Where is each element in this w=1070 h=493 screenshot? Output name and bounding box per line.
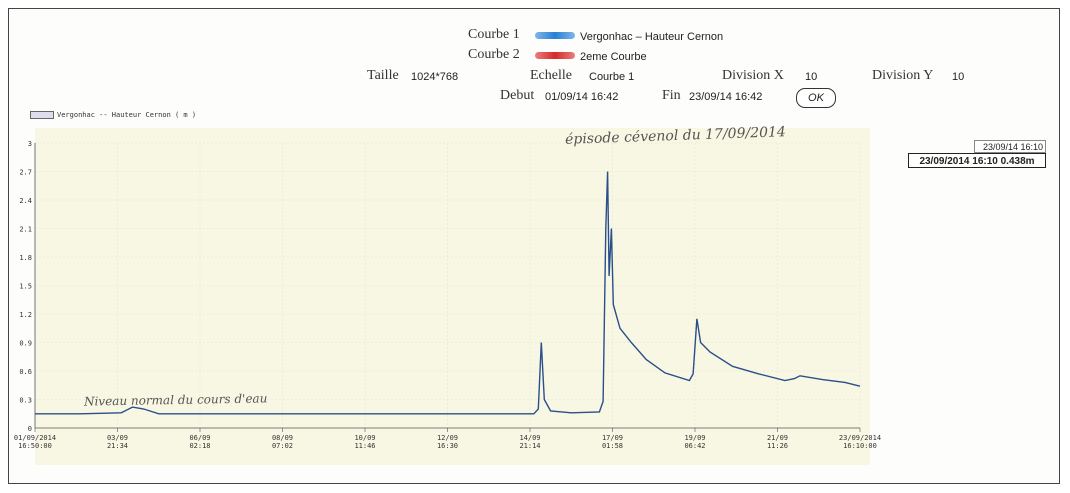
y-tick-label: 2.7 [19, 169, 32, 177]
x-tick-label: 06:42 [684, 442, 705, 450]
y-tick-label: 2.4 [19, 197, 32, 205]
y-tick-label: 3 [28, 140, 32, 148]
courbe2-label: Courbe 2 [468, 47, 520, 62]
x-tick-label: 02:18 [189, 442, 210, 450]
cursor-date-readout: 23/09/14 16:10 [974, 140, 1046, 153]
y-tick-label: 1.5 [19, 283, 32, 291]
division-x-value[interactable]: 10 [805, 71, 818, 83]
taille-value[interactable]: 1024*768 [411, 71, 459, 83]
x-tick-label: 07:02 [272, 442, 293, 450]
x-tick-label: 12/09 [437, 434, 458, 442]
fin-label: Fin [662, 88, 681, 103]
x-tick-label: 11:46 [354, 442, 375, 450]
x-tick-label: 01/09/2014 [14, 434, 56, 442]
y-tick-label: 0 [28, 425, 32, 433]
y-tick-label: 1.8 [19, 254, 32, 262]
series-name: Vergonhac -- Hauteur Cernon ( m ) [57, 111, 197, 119]
ok-button[interactable]: OK [796, 88, 836, 108]
x-tick-label: 16:50:00 [18, 442, 52, 450]
cursor-value-readout: 23/09/2014 16:10 0.438m [908, 153, 1046, 168]
courbe2-name: 2eme Courbe [580, 51, 647, 63]
x-tick-label: 17/09 [602, 434, 623, 442]
taille-label: Taille [367, 68, 399, 83]
y-tick-label: 0.9 [19, 340, 32, 348]
courbe2-swatch [535, 52, 575, 59]
x-tick-label: 23/09/2014 [839, 434, 881, 442]
y-tick-label: 0.6 [19, 368, 32, 376]
courbe1-label: Courbe 1 [468, 27, 520, 42]
courbe1-swatch [535, 32, 575, 39]
x-tick-label: 08/09 [272, 434, 293, 442]
series-tag: Vergonhac -- Hauteur Cernon ( m ) [30, 111, 196, 119]
y-tick-label: 0.3 [19, 397, 32, 405]
x-tick-label: 21:34 [107, 442, 128, 450]
division-y-value[interactable]: 10 [952, 71, 965, 83]
x-tick-label: 01:58 [602, 442, 623, 450]
x-tick-label: 06/09 [189, 434, 210, 442]
series-line-0 [35, 171, 861, 415]
fin-value[interactable]: 23/09/14 16:42 [689, 91, 763, 103]
courbe1-name: Vergonhac – Hauteur Cernon [580, 31, 724, 43]
echelle-value[interactable]: Courbe 1 [589, 71, 635, 83]
debut-value[interactable]: 01/09/14 16:42 [545, 91, 619, 103]
x-tick-label: 21/09 [767, 434, 788, 442]
division-y-label: Division Y [872, 68, 934, 83]
y-tick-label: 2.1 [19, 226, 32, 234]
x-tick-label: 16:10:00 [843, 442, 877, 450]
plot-area[interactable] [35, 128, 870, 465]
debut-label: Debut [500, 88, 535, 103]
y-tick-label: 1.2 [19, 311, 32, 319]
x-tick-label: 19/09 [684, 434, 705, 442]
x-tick-label: 16:30 [437, 442, 458, 450]
x-tick-label: 21:14 [519, 442, 540, 450]
x-tick-label: 11:26 [767, 442, 788, 450]
x-tick-label: 10/09 [354, 434, 375, 442]
echelle-label: Echelle [530, 68, 572, 83]
division-x-label: Division X [722, 68, 784, 83]
x-tick-label: 14/09 [519, 434, 540, 442]
series-color-box [30, 111, 54, 119]
x-tick-label: 03/09 [107, 434, 128, 442]
